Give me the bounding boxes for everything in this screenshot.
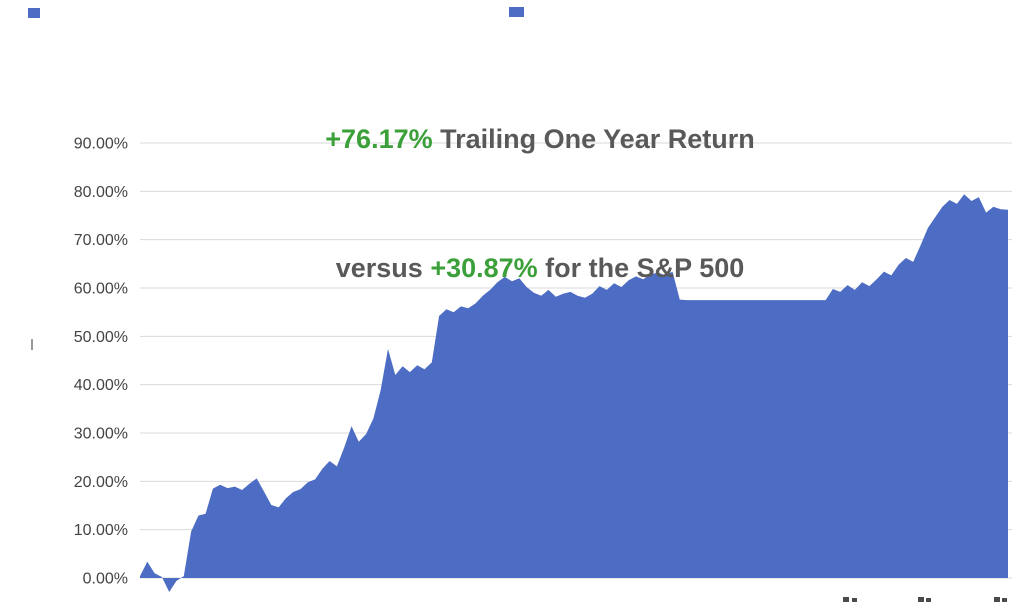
y-axis-tick-label: 50.00% <box>74 329 128 346</box>
cropped-x-axis-label-fragment <box>843 597 849 602</box>
chart-title: +76.17% Trailing One Year Return versus … <box>50 32 1030 376</box>
y-axis-tick-label: 60.00% <box>74 281 128 298</box>
return-area-series <box>140 194 1008 592</box>
cropped-x-axis-label-fragment <box>926 598 931 602</box>
title-text-2: versus <box>335 253 431 283</box>
y-axis-tick-label: 0.00% <box>83 571 128 588</box>
return-value-highlight: +76.17% <box>325 124 433 154</box>
window-artifact-blue-square-center <box>509 7 524 17</box>
cropped-y-axis-title-fragment <box>31 339 33 350</box>
title-text-1: Trailing One Year Return <box>432 124 755 154</box>
y-axis-tick-label: 40.00% <box>74 377 128 394</box>
y-axis-tick-label: 30.00% <box>74 426 128 443</box>
sp500-value-highlight: +30.87% <box>430 253 538 283</box>
y-axis-tick-label: 80.00% <box>74 184 128 201</box>
y-axis-tick-label: 10.00% <box>74 522 128 539</box>
cropped-x-axis-label-fragment <box>994 597 1000 602</box>
cropped-x-axis-label-fragment <box>852 598 857 602</box>
chart-title-line-2: versus +30.87% for the S&P 500 <box>50 247 1030 290</box>
y-axis-tick-label: 20.00% <box>74 474 128 491</box>
chart-title-line-1: +76.17% Trailing One Year Return <box>50 118 1030 161</box>
y-axis-tick-label: 90.00% <box>74 136 128 153</box>
title-text-3: for the S&P 500 <box>537 253 745 283</box>
window-artifact-blue-square-left <box>28 8 40 18</box>
cropped-x-axis-label-fragment <box>918 597 924 602</box>
cropped-x-axis-label-fragment <box>1002 598 1007 602</box>
y-axis-tick-label: 70.00% <box>74 232 128 249</box>
